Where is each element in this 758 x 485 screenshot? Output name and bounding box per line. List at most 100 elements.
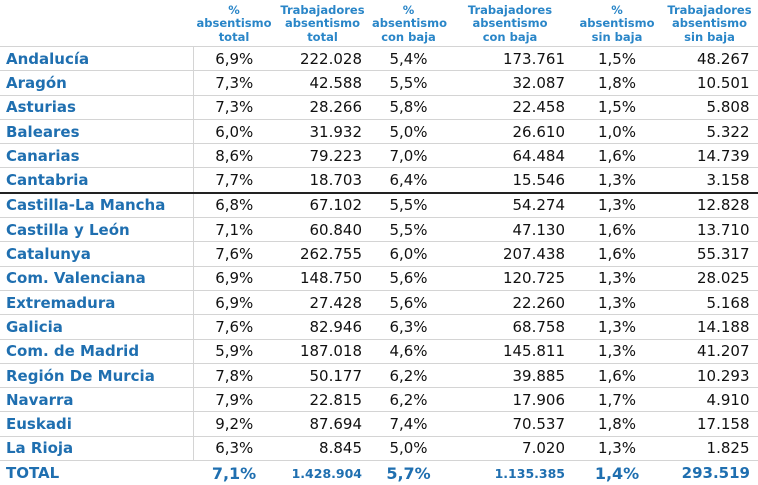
pct-absentismo-sin-baja: 1,3%	[573, 167, 661, 194]
trabajadores-absentismo-con-baja: 207.438	[447, 241, 573, 267]
trabajadores-absentismo-sin-baja: 5.168	[661, 290, 758, 316]
pct-absentismo-sin-baja: 1,6%	[573, 241, 661, 267]
trabajadores-absentismo-sin-baja: 17.158	[661, 411, 758, 437]
trabajadores-absentismo-total: 222.028	[275, 45, 370, 72]
trabajadores-absentismo-sin-baja: 28.025	[661, 266, 758, 291]
pct-absentismo-con-baja: 5,6%	[370, 266, 447, 291]
trabajadores-absentismo-con-baja: 54.274	[447, 192, 573, 219]
region-name: Región De Murcia	[0, 363, 193, 389]
pct-absentismo-total: 9,2%	[192, 411, 275, 437]
pct-absentismo-sin-baja: 1,0%	[573, 119, 661, 145]
trabajadores-absentismo-total: 31.932	[275, 119, 370, 145]
trabajadores-absentismo-con-baja: 7.020	[447, 436, 573, 462]
trabajadores-absentismo-sin-baja: 14.188	[661, 314, 758, 340]
trabajadores-absentismo-sin-baja: 5.808	[661, 95, 758, 120]
pct-absentismo-sin-baja: 1,3%	[573, 290, 661, 316]
pct-absentismo-total: 7,1%	[192, 217, 275, 243]
pct-absentismo-sin-baja: 1,3%	[573, 266, 661, 291]
trabajadores-absentismo-sin-baja: 10.501	[661, 70, 758, 96]
table-row: Euskadi 9,2% 87.694 7,4% 70.537 1,8% 17.158	[0, 411, 758, 437]
pct-absentismo-total: 7,6%	[192, 314, 275, 340]
trabajadores-absentismo-sin-baja: 4.910	[661, 387, 758, 413]
pct-absentismo-con-baja: 6,3%	[370, 314, 447, 340]
pct-absentismo-con-baja: 5,0%	[370, 436, 447, 462]
trabajadores-absentismo-total: 60.840	[275, 217, 370, 243]
pct-absentismo-total: 6,0%	[192, 119, 275, 145]
region-name: Euskadi	[0, 411, 193, 437]
trabajadores-absentismo-con-baja: 145.811	[447, 339, 573, 364]
region-name: Aragón	[0, 70, 193, 96]
trabajadores-absentismo-con-baja: 47.130	[447, 217, 573, 243]
trabajadores-absentismo-total: 18.703	[275, 167, 370, 194]
trabajadores-absentismo-con-baja: 15.546	[447, 167, 573, 194]
total-pct-absentismo-con-baja: 5,7%	[370, 460, 447, 485]
header-row: % absentismo total Trabajadores absentismo to…	[0, 0, 758, 47]
total-trabajadores-absentismo-con-baja: 1.135.385	[447, 460, 573, 485]
header-trabajadores-absentismo-total: Trabajadores absentismo total	[280, 2, 365, 44]
region-name: Andalucía	[0, 45, 193, 72]
trabajadores-absentismo-sin-baja: 41.207	[661, 339, 758, 364]
pct-absentismo-total: 7,3%	[192, 95, 275, 120]
pct-absentismo-sin-baja: 1,5%	[573, 95, 661, 120]
pct-absentismo-total: 8,6%	[192, 143, 275, 169]
pct-absentismo-sin-baja: 1,3%	[573, 436, 661, 462]
region-name: Castilla y León	[0, 217, 193, 243]
table-row: Canarias 8,6% 79.223 7,0% 64.484 1,6% 14.739	[0, 143, 758, 169]
region-name: Canarias	[0, 143, 193, 169]
trabajadores-absentismo-sin-baja: 5.322	[661, 119, 758, 145]
total-pct-absentismo-total: 7,1%	[193, 460, 275, 485]
table-row: Aragón 7,3% 42.588 5,5% 32.087 1,8% 10.501	[0, 70, 758, 96]
table-row: Castilla-La Mancha 6,8% 67.102 5,5% 54.274 1,…	[0, 192, 758, 219]
total-row: TOTAL 7,1% 1.428.904 5,7% 1.135.385 1,4%…	[0, 460, 758, 485]
trabajadores-absentismo-sin-baja: 55.317	[661, 241, 758, 267]
pct-absentismo-con-baja: 5,6%	[370, 290, 447, 316]
trabajadores-absentismo-total: 262.755	[275, 241, 370, 267]
pct-absentismo-sin-baja: 1,3%	[573, 192, 661, 219]
table-row: Catalunya 7,6% 262.755 6,0% 207.438 1,6% 55.31…	[0, 241, 758, 267]
pct-absentismo-total: 6,9%	[192, 266, 275, 291]
pct-absentismo-sin-baja: 1,6%	[573, 363, 661, 389]
pct-absentismo-sin-baja: 1,3%	[573, 339, 661, 364]
region-name: Com. de Madrid	[0, 339, 193, 364]
trabajadores-absentismo-total: 67.102	[275, 192, 370, 219]
table-row: Andalucía 6,9% 222.028 5,4% 173.761 1,5% 48.26…	[0, 45, 758, 72]
pct-absentismo-sin-baja: 1,5%	[573, 45, 661, 72]
pct-absentismo-con-baja: 5,8%	[370, 95, 447, 120]
pct-absentismo-con-baja: 5,5%	[370, 70, 447, 96]
header-region	[0, 0, 193, 47]
pct-absentismo-sin-baja: 1,8%	[573, 70, 661, 96]
trabajadores-absentismo-total: 27.428	[275, 290, 370, 316]
trabajadores-absentismo-total: 8.845	[275, 436, 370, 462]
region-name: Baleares	[0, 119, 193, 145]
pct-absentismo-con-baja: 6,4%	[370, 167, 447, 194]
trabajadores-absentismo-total: 87.694	[275, 411, 370, 437]
table-footer: TOTAL 7,1% 1.428.904 5,7% 1.135.385 1,4%…	[0, 460, 758, 485]
total-pct-absentismo-sin-baja: 1,4%	[573, 460, 661, 485]
pct-absentismo-total: 7,3%	[192, 70, 275, 96]
trabajadores-absentismo-con-baja: 17.906	[447, 387, 573, 413]
trabajadores-absentismo-sin-baja: 14.739	[661, 143, 758, 169]
pct-absentismo-con-baja: 4,6%	[370, 339, 447, 364]
region-name: Com. Valenciana	[0, 266, 193, 291]
pct-absentismo-con-baja: 6,2%	[370, 363, 447, 389]
total-trabajadores-absentismo-sin-baja: 293.519	[661, 460, 758, 485]
pct-absentismo-total: 6,8%	[192, 192, 275, 219]
trabajadores-absentismo-total: 148.750	[275, 266, 370, 291]
trabajadores-absentismo-con-baja: 68.758	[447, 314, 573, 340]
trabajadores-absentismo-con-baja: 70.537	[447, 411, 573, 437]
pct-absentismo-con-baja: 7,4%	[370, 411, 447, 437]
table-row: Extremadura 6,9% 27.428 5,6% 22.260 1,3% 5.168	[0, 290, 758, 316]
trabajadores-absentismo-con-baja: 39.885	[447, 363, 573, 389]
header-pct-absentismo-total: % absentismo total	[196, 2, 272, 44]
pct-absentismo-con-baja: 5,5%	[370, 192, 447, 219]
table-row: Com. Valenciana 6,9% 148.750 5,6% 120.725 1,3…	[0, 266, 758, 291]
table-body: Andalucía 6,9% 222.028 5,4% 173.761 1,5% 48.26…	[0, 45, 758, 462]
pct-absentismo-total: 7,6%	[192, 241, 275, 267]
table-row: Galicia 7,6% 82.946 6,3% 68.758 1,3% 14.188	[0, 314, 758, 340]
trabajadores-absentismo-con-baja: 64.484	[447, 143, 573, 169]
region-name: Navarra	[0, 387, 193, 413]
table-row: Com. de Madrid 5,9% 187.018 4,6% 145.811 1,3%…	[0, 339, 758, 364]
pct-absentismo-con-baja: 5,5%	[370, 217, 447, 243]
table-row: Navarra 7,9% 22.815 6,2% 17.906 1,7% 4.910	[0, 387, 758, 413]
trabajadores-absentismo-con-baja: 22.260	[447, 290, 573, 316]
